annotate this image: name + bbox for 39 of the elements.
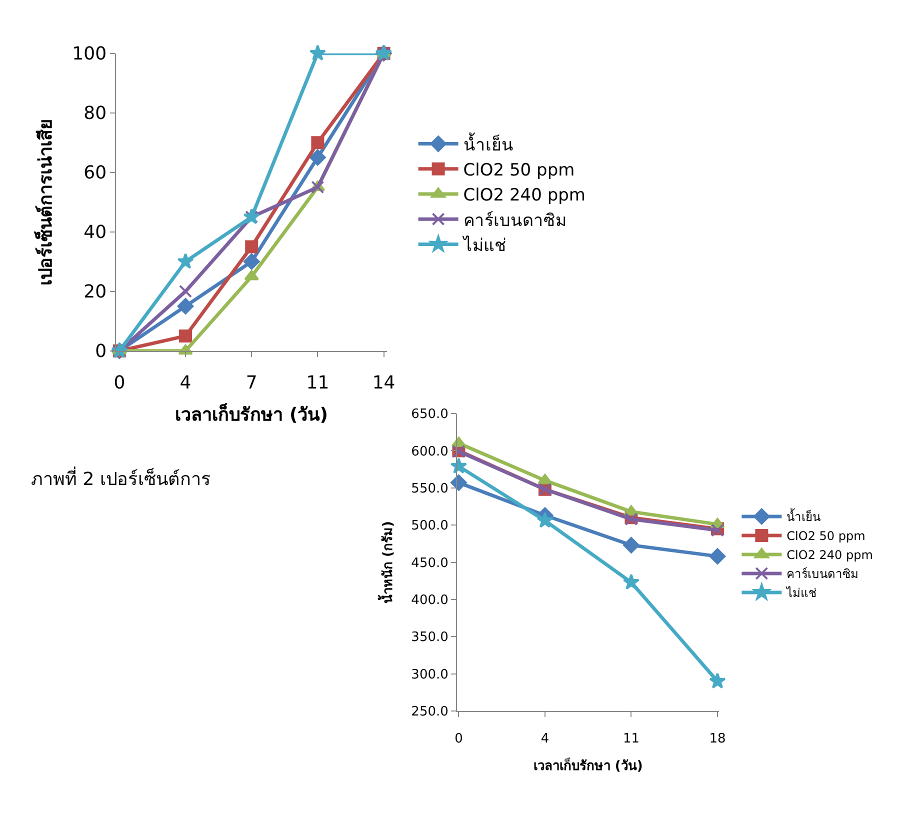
y-tick-label: 40: [84, 222, 107, 244]
x-tick-label: 4: [180, 372, 192, 394]
legend-label: น้ำเย็น: [463, 132, 514, 156]
y-tick-label: 450.0: [411, 556, 448, 571]
y-tick-label: 80: [84, 103, 107, 124]
legend-label: น้ำเย็น: [786, 508, 821, 524]
x-tick-label: 0: [114, 372, 126, 394]
x-tick-label: 4: [540, 732, 550, 747]
legend-label: ClO2 240 ppm: [463, 186, 586, 206]
y-tick-label: 60: [84, 162, 107, 184]
y-tick-label: 300.0: [411, 667, 448, 682]
y-tick-label: 400.0: [411, 593, 448, 608]
y-tick-label: 0: [95, 341, 107, 362]
y-tick-label: 600.0: [411, 444, 448, 460]
y-tick-label: 20: [84, 282, 107, 303]
y-axis-title: น้ำหนัก (กรัม): [377, 521, 396, 604]
y-tick-label: 350.0: [411, 630, 448, 646]
x-tick-label: 18: [709, 732, 726, 747]
legend-label: ไม่แช่: [461, 234, 506, 256]
x-tick-label: 14: [372, 372, 396, 394]
x-axis-title: เวลาเก็บรักษา (วัน): [175, 402, 328, 426]
y-tick-label: 550.0: [411, 481, 448, 496]
text: ภาพที่ 2 เปอร์เซ็นต์การ: [31, 466, 211, 490]
x-tick-label: 0: [454, 732, 463, 747]
y-tick-label: 100: [72, 44, 107, 65]
y-axis-title: เปอร์เซ็นต์การเน่าเสีย: [33, 118, 56, 286]
legend-label: ไม่แช่: [786, 586, 817, 600]
x-tick-label: 7: [246, 372, 258, 394]
legend-label: คาร์เบนดาซิม: [786, 567, 859, 582]
y-tick-label: 500.0: [411, 518, 448, 534]
legend-label: คาร์เบนดาซิม: [463, 210, 566, 231]
legend-label: ClO2 240 ppm: [786, 548, 873, 562]
y-tick-label: 250.0: [411, 704, 448, 720]
legend-label: ClO2 50 ppm: [463, 160, 575, 181]
y-tick-label: 650.0: [411, 407, 448, 422]
x-tick-label: 11: [306, 372, 330, 394]
legend-label: ClO2 50 ppm: [786, 529, 866, 544]
x-axis-title: เวลาเก็บรักษา (วัน): [533, 756, 643, 774]
x-tick-label: 11: [622, 732, 640, 747]
